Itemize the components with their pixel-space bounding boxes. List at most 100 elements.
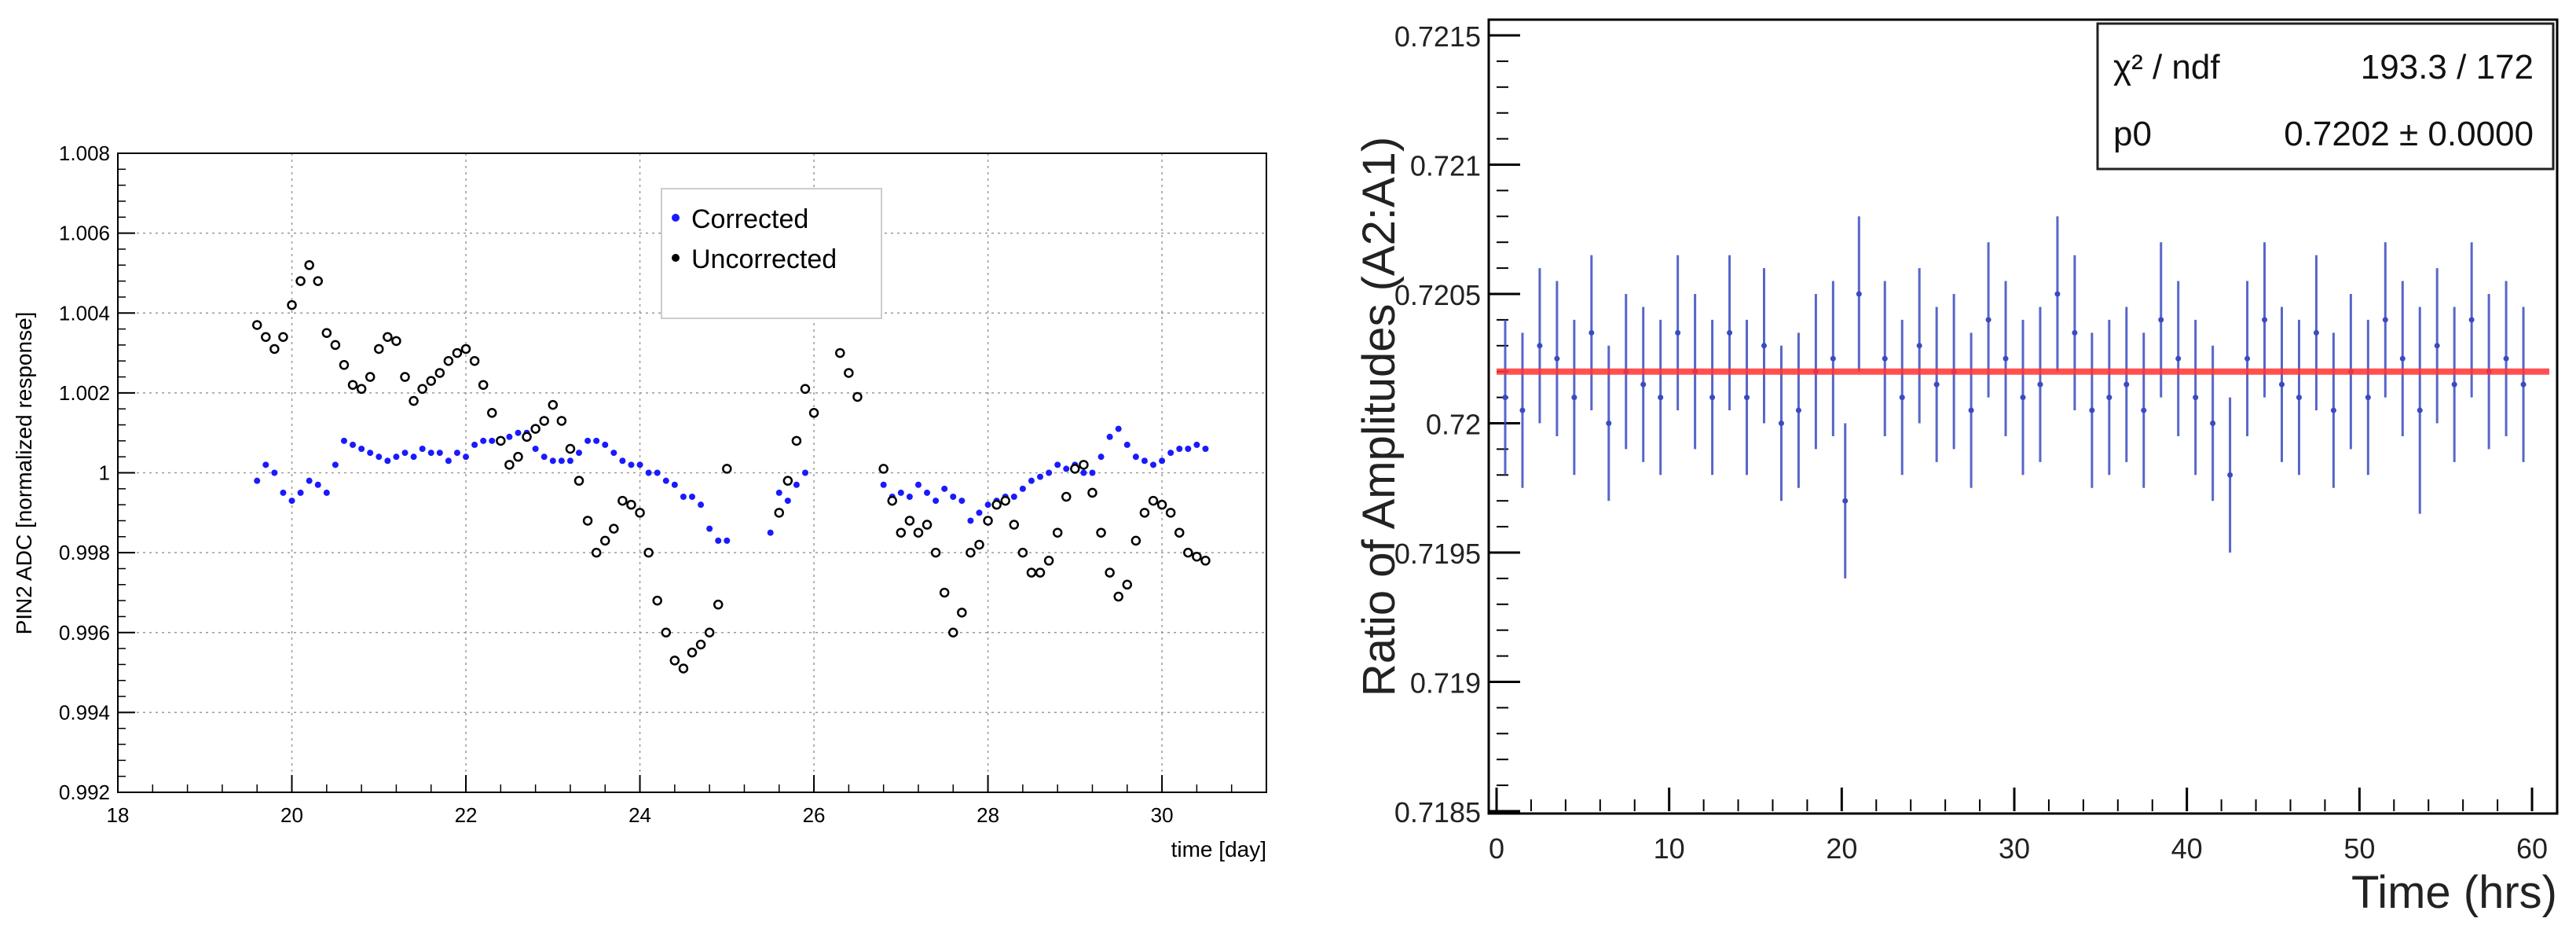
right-data-point [2072, 329, 2078, 336]
left-corrected-point [1097, 454, 1105, 461]
right-data-point [1842, 498, 1849, 504]
right-data-point [2330, 407, 2336, 413]
right-data-point [2089, 407, 2095, 413]
left-corrected-point [280, 489, 287, 496]
left-corrected-point [376, 454, 383, 461]
left-uncorrected-point [295, 276, 306, 286]
left-corrected-point [1159, 457, 1166, 465]
left-uncorrected-point [626, 499, 636, 510]
left-corrected-point [628, 461, 635, 468]
left-corrected-point [1123, 441, 1130, 448]
left-corrected-point [1046, 469, 1053, 476]
right-data-point [2175, 355, 2182, 362]
left-uncorrected-point [1139, 508, 1150, 518]
right-data-point [2037, 381, 2043, 388]
left-corrected-point [1185, 446, 1192, 453]
left-y-tick-label: 0.998 [59, 541, 110, 564]
right-data-point [2158, 317, 2164, 323]
left-legend-box [661, 188, 882, 319]
left-uncorrected-point [774, 508, 785, 518]
right-data-point [1502, 395, 1508, 401]
left-uncorrected-point [434, 368, 445, 378]
right-x-tick-label: 0 [1489, 832, 1504, 865]
left-uncorrected-point [599, 535, 610, 546]
left-uncorrected-point [1087, 487, 1097, 498]
left-uncorrected-point [930, 547, 941, 558]
left-corrected-point [367, 450, 374, 457]
left-corrected-point [419, 446, 426, 453]
left-uncorrected-point [1061, 491, 1072, 502]
right-y-tick-label: 0.7205 [1394, 279, 1481, 311]
left-uncorrected-point [1174, 527, 1185, 538]
left-uncorrected-point [478, 380, 489, 390]
left-uncorrected-point [504, 460, 515, 470]
left-corrected-point [724, 537, 731, 544]
left-corrected-point [1054, 461, 1061, 468]
left-uncorrected-point [1043, 556, 1054, 566]
right-data-point [2434, 343, 2440, 349]
left-uncorrected-point [939, 587, 950, 598]
left-uncorrected-point [922, 520, 933, 530]
left-uncorrected-point [356, 384, 367, 395]
left-corrected-point [1019, 485, 1026, 492]
left-corrected-point [262, 461, 269, 468]
left-uncorrected-point [878, 464, 889, 474]
right-plot-frame [1487, 18, 2559, 815]
left-corrected-point [593, 437, 600, 444]
left-corrected-point [880, 481, 887, 488]
left-uncorrected-point [426, 376, 436, 386]
left-corrected-point [566, 457, 573, 465]
left-uncorrected-point [1017, 547, 1028, 558]
left-uncorrected-point [687, 647, 698, 658]
right-x-ticks: 0 10 20 30 40 50 60 [1489, 788, 2548, 865]
left-corrected-point [1037, 473, 1044, 480]
right-data-point [1899, 395, 1905, 401]
right-data-point [1675, 329, 1681, 336]
right-data-point [1830, 355, 1836, 362]
left-uncorrected-point [669, 656, 680, 666]
left-uncorrected-point [791, 435, 802, 446]
left-uncorrected-point [643, 547, 654, 558]
left-chart: 18 20 22 24 26 28 30 0.992 0.994 0.996 0.998 1 1.00… [12, 141, 1267, 861]
left-uncorrected-point [365, 372, 376, 382]
left-x-tick-label: 30 [1151, 803, 1174, 827]
right-x-tick-label: 30 [1999, 832, 2030, 865]
left-uncorrected-point [957, 608, 967, 618]
left-corrected-point [1010, 493, 1017, 500]
right-data-point [2054, 291, 2061, 297]
left-y-ticks: 0.992 0.994 0.996 0.998 1 1.002 1.004 1.006 1.00… [59, 141, 135, 804]
left-uncorrected-point [339, 360, 350, 370]
left-uncorrected-point [852, 391, 863, 402]
left-uncorrected-point [808, 408, 819, 418]
left-corrected-point [584, 437, 592, 444]
left-corrected-point [489, 437, 496, 444]
left-corrected-point [1115, 425, 1122, 432]
left-uncorrected-point [513, 451, 523, 462]
left-corrected-point [453, 450, 460, 457]
left-uncorrected-point [409, 395, 419, 406]
left-uncorrected-point [887, 495, 897, 506]
left-corrected-point [897, 489, 904, 496]
left-uncorrected-point [652, 595, 662, 606]
right-y-ticks: 0.7185 0.719 0.7195 0.72 0.7205 0.721 0.7215 [1394, 20, 1520, 828]
right-data-point [2503, 355, 2509, 362]
right-data-point [1727, 329, 1733, 336]
left-uncorrected-point [374, 343, 384, 354]
left-uncorrected-point [1026, 568, 1037, 578]
right-data-point [2468, 317, 2475, 323]
left-corrected-point [1028, 477, 1035, 484]
left-uncorrected-point [1130, 535, 1141, 546]
right-data-point [1554, 355, 1560, 362]
left-series-uncorrected [251, 260, 1211, 674]
left-corrected-point [680, 493, 687, 500]
left-y-tick-label: 1.002 [59, 381, 110, 405]
left-uncorrected-point [974, 539, 984, 550]
left-uncorrected-point [573, 476, 584, 486]
left-corrected-point [314, 481, 321, 488]
left-y-tick-label: 1.004 [59, 301, 110, 325]
left-corrected-point [671, 481, 678, 488]
left-uncorrected-point [417, 384, 427, 395]
left-uncorrected-point [556, 416, 567, 426]
left-corrected-point [984, 501, 991, 509]
